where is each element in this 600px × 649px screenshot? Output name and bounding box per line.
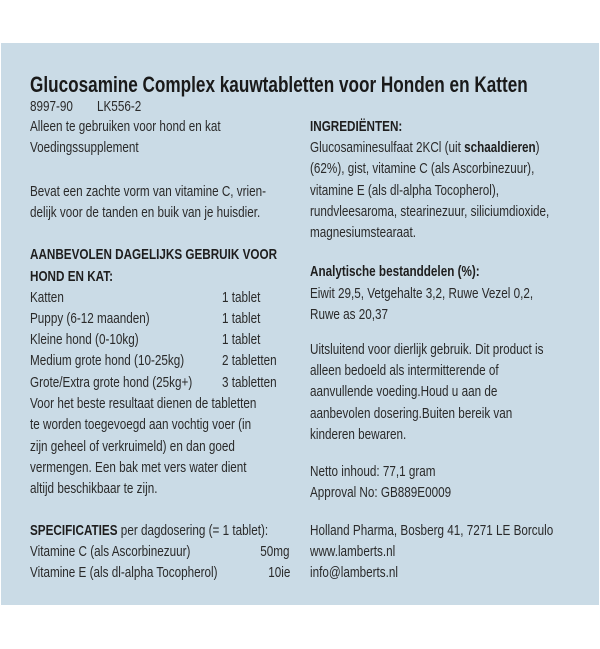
analysis-line: Ruwe as 20,37 (310, 306, 389, 323)
ingredients-line: magnesiumstearaat. (310, 224, 417, 241)
allergen-text: schaaldieren (464, 139, 536, 156)
notice-line: Uitsluitend voor dierlijk gebruik. Dit p… (310, 341, 544, 358)
instruction-line: zijn geheel of verkruimeld) en dan goed (30, 438, 235, 455)
instruction-line: te worden toegevoegd aan vochtig voer (i… (30, 416, 252, 433)
description-line: delijk voor de tanden en buik van je hui… (30, 204, 261, 221)
dosage-amount: 1 tablet (222, 289, 261, 306)
spec-value: 50mg (260, 543, 290, 560)
dosage-amount: 2 tabletten (222, 352, 277, 369)
analysis-heading: Analytische bestanddelen (%): (310, 263, 480, 280)
notice-line: aanvullende voeding.Houd u aan de (310, 383, 498, 400)
dosage-who: Medium grote hond (10-25kg) (30, 352, 185, 369)
intro-line: Voedingssupplement (30, 139, 139, 156)
spec-heading: SPECIFICATIES per dagdosering (= 1 table… (30, 521, 268, 541)
dosage-heading: HOND EN KAT: (30, 268, 113, 285)
ingredients-line: Glucosaminesulfaat 2KCl (uit schaaldiere… (310, 138, 540, 158)
analysis-line: Eiwit 29,5, Vetgehalte 3,2, Ruwe Vezel 0… (310, 285, 534, 302)
dosage-amount: 3 tabletten (222, 374, 277, 391)
dosage-who: Kleine hond (0-10kg) (30, 331, 139, 348)
dosage-who: Puppy (6-12 maanden) (30, 310, 150, 327)
notice-line: aanbevolen dosering.Buiten bereik van (310, 405, 513, 422)
ingredients-heading: INGREDIËNTEN: (310, 118, 403, 135)
ingredients-line: rundvleesaroma, stearinezuur, siliciumdi… (310, 203, 550, 220)
spec-name: Vitamine E (als dl-alpha Tocopherol) (30, 564, 218, 581)
dosage-who: Katten (30, 289, 64, 306)
instruction-line: altijd beschikbaar te zijn. (30, 480, 158, 497)
ingredients-line: vitamine E (als dl-alpha Tocopherol), (310, 182, 500, 199)
spec-heading-bold: SPECIFICATIES (30, 522, 118, 539)
net-content: Netto inhoud: 77,1 gram (310, 463, 436, 480)
email: info@lamberts.nl (310, 564, 398, 581)
lot-code: LK556-2 (97, 98, 142, 115)
website: www.lamberts.nl (310, 543, 396, 560)
notice-line: kinderen bewaren. (310, 426, 407, 443)
spec-value: 10ie (267, 564, 290, 581)
approval-number: Approval No: GB889E0009 (310, 484, 452, 501)
product-title: Glucosamine Complex kauwtabletten voor H… (30, 72, 528, 97)
intro-line: Alleen te gebruiken voor hond en kat (30, 118, 221, 135)
ingredients-text: Glucosaminesulfaat 2KCl (uit (310, 139, 465, 156)
spec-name: Vitamine C (als Ascorbinezuur) (30, 543, 191, 560)
ingredients-text: ) (535, 139, 540, 156)
instruction-line: Voor het beste resultaat dienen de table… (30, 395, 257, 412)
description-line: Bevat een zachte vorm van vitamine C, vr… (30, 183, 267, 200)
dosage-who: Grote/Extra grote hond (25kg+) (30, 374, 193, 391)
instruction-line: vermengen. Een bak met vers water dient (30, 459, 247, 476)
dosage-amount: 1 tablet (222, 310, 261, 327)
notice-line: alleen bedoeld als intermitterende of (310, 362, 499, 379)
label-panel (1, 43, 599, 605)
spec-heading-rest: per dagdosering (= 1 tablet): (117, 522, 269, 539)
product-code: 8997-90 (30, 98, 73, 115)
dosage-amount: 1 tablet (222, 331, 261, 348)
dosage-heading: AANBEVOLEN DAGELIJKS GEBRUIK VOOR (30, 246, 278, 263)
address: Holland Pharma, Bosberg 41, 7271 LE Borc… (310, 522, 554, 539)
ingredients-line: (62%), gist, vitamine C (als Ascorbinezu… (310, 160, 535, 177)
